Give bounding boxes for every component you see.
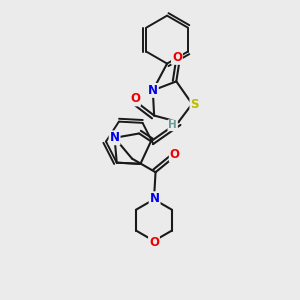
Text: N: N [150,192,160,205]
Text: O: O [130,92,140,105]
Text: O: O [149,236,159,249]
Text: H: H [168,120,177,130]
Text: N: N [110,131,120,144]
Text: O: O [172,51,182,64]
Text: S: S [190,98,199,111]
Text: O: O [170,148,180,161]
Text: N: N [148,84,158,97]
